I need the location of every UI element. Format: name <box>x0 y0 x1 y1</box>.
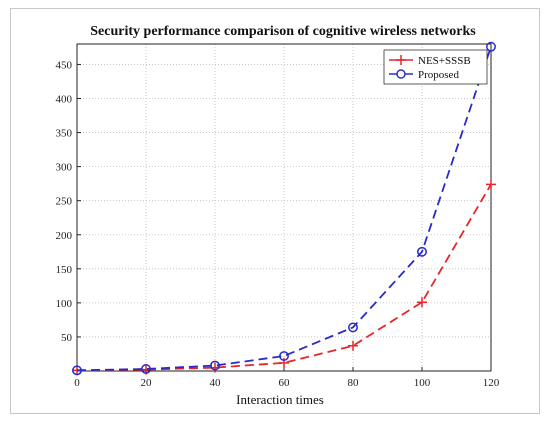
data-point-nes-sssb <box>417 297 427 308</box>
x-tick-label: 0 <box>74 377 80 389</box>
data-point-proposed <box>417 246 427 257</box>
data-point-nes-sssb <box>486 179 496 190</box>
data-point-nes-sssb <box>348 340 358 351</box>
x-tick-label: 20 <box>141 377 153 389</box>
y-tick-label: 250 <box>56 196 73 208</box>
legend-marker-nes-sssb <box>396 55 406 65</box>
x-tick-label: 120 <box>483 377 500 389</box>
series-line-proposed <box>76 46 492 372</box>
legend-label-proposed: Proposed <box>418 69 459 81</box>
data-point-proposed <box>72 365 82 376</box>
y-tick-label: 350 <box>56 128 73 140</box>
chart-title: Security performance comparison of cogni… <box>90 24 476 39</box>
plot-area-border <box>76 43 492 372</box>
y-tick-label: 300 <box>56 162 73 174</box>
data-point-proposed <box>348 322 358 333</box>
x-tick-label: 80 <box>348 377 360 389</box>
y-tick-label: 100 <box>56 298 73 310</box>
series-layer <box>72 41 496 376</box>
y-axis-ticks: 50 100 150 200 250 300 350 400 450 <box>56 59 81 344</box>
legend-label-nes-sssb: NES+SSSB <box>418 55 471 67</box>
data-point-proposed <box>210 360 220 371</box>
data-point-proposed <box>141 364 151 374</box>
data-point-proposed <box>486 41 496 52</box>
legend-marker-proposed <box>396 69 406 79</box>
y-tick-label: 450 <box>56 59 73 71</box>
y-tick-label: 400 <box>56 94 73 106</box>
y-tick-label: 50 <box>61 332 73 344</box>
x-tick-label: 40 <box>210 377 222 389</box>
x-tick-label: 100 <box>414 377 431 389</box>
grid-lines <box>77 44 491 371</box>
y-tick-label: 150 <box>56 264 73 276</box>
x-tick-label: 60 <box>279 377 291 389</box>
data-point-proposed <box>279 351 289 361</box>
y-tick-label: 200 <box>56 230 73 242</box>
legend: NES+SSSB Proposed <box>383 49 488 85</box>
x-axis-ticks: 0 20 40 60 80 100 120 <box>74 367 500 389</box>
x-axis-label: Interaction times <box>236 392 324 407</box>
